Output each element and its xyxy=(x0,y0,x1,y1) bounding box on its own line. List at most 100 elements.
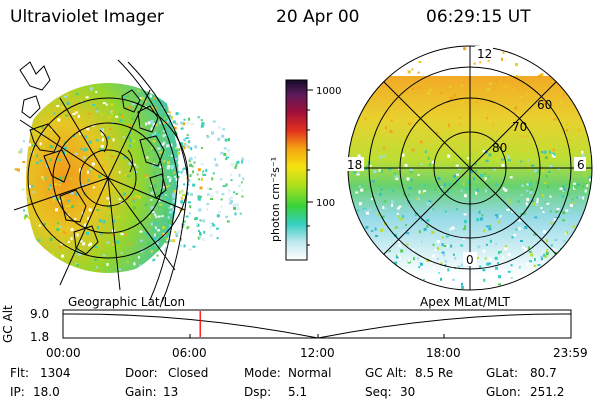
speckle-pixel xyxy=(84,147,88,151)
speckle-pixel xyxy=(587,168,590,170)
speckle-pixel xyxy=(177,218,181,221)
speckle-pixel xyxy=(441,251,445,254)
speckle-pixel xyxy=(452,253,455,256)
speckle-pixel xyxy=(431,254,435,258)
speckle-pixel xyxy=(172,192,176,196)
speckle-pixel xyxy=(211,131,214,135)
speckle-pixel xyxy=(156,133,160,137)
speckle-pixel xyxy=(395,256,399,259)
speckle-pixel xyxy=(239,209,242,213)
speckle-pixel xyxy=(368,208,372,211)
speckle-pixel xyxy=(200,189,203,192)
speckle-pixel xyxy=(180,196,183,200)
speckle-pixel xyxy=(432,266,436,270)
speckle-pixel xyxy=(165,247,167,251)
speckle-pixel xyxy=(403,229,406,232)
speckle-pixel xyxy=(74,217,77,220)
speckle-pixel xyxy=(379,110,382,113)
speckle-pixel xyxy=(212,120,216,123)
speckle-pixel xyxy=(165,241,169,244)
speckle-pixel xyxy=(458,116,462,120)
speckle-pixel xyxy=(171,164,175,168)
seq-label: Seq: xyxy=(365,385,392,399)
speckle-pixel xyxy=(172,210,175,214)
speckle-pixel xyxy=(67,241,70,243)
speckle-pixel xyxy=(217,126,221,129)
speckle-pixel xyxy=(153,170,156,174)
speckle-pixel xyxy=(46,164,49,168)
speckle-pixel xyxy=(196,172,199,176)
speckle-pixel xyxy=(509,96,512,100)
speckle-pixel xyxy=(57,222,60,225)
speckle-pixel xyxy=(116,240,120,244)
speckle-pixel xyxy=(446,191,449,194)
speckle-pixel xyxy=(155,124,159,127)
speckle-pixel xyxy=(242,181,245,184)
speckle-pixel xyxy=(202,198,205,201)
speckle-pixel xyxy=(238,173,241,177)
speckle-pixel xyxy=(134,163,137,166)
speckle-pixel xyxy=(155,242,159,246)
speckle-pixel xyxy=(154,131,157,135)
speckle-pixel xyxy=(168,219,171,222)
speckle-pixel xyxy=(212,224,216,227)
speckle-pixel xyxy=(160,215,164,218)
speckle-pixel xyxy=(70,177,73,180)
speckle-pixel xyxy=(191,123,194,126)
speckle-pixel xyxy=(379,193,382,196)
speckle-pixel xyxy=(462,228,466,231)
speckle-pixel xyxy=(456,208,458,211)
speckle-pixel xyxy=(191,165,194,168)
speckle-pixel xyxy=(210,198,213,200)
speckle-pixel xyxy=(410,179,413,182)
speckle-pixel xyxy=(404,163,408,167)
speckle-pixel xyxy=(155,175,159,179)
speckle-pixel xyxy=(379,155,383,159)
speckle-pixel xyxy=(23,216,26,220)
speckle-pixel xyxy=(453,93,456,97)
speckle-pixel xyxy=(487,58,490,62)
speckle-pixel xyxy=(182,145,184,148)
speckle-pixel xyxy=(562,219,565,222)
xtick-0600: 06:00 xyxy=(172,346,207,360)
speckle-pixel xyxy=(156,114,159,118)
speckle-pixel xyxy=(37,239,41,242)
speckle-pixel xyxy=(486,88,490,91)
speckle-pixel xyxy=(154,164,158,168)
speckle-pixel xyxy=(431,230,435,234)
speckle-pixel xyxy=(110,110,113,113)
speckle-pixel xyxy=(164,134,168,137)
speckle-pixel xyxy=(241,158,245,161)
speckle-pixel xyxy=(562,239,566,243)
speckle-pixel xyxy=(549,150,551,154)
speckle-pixel xyxy=(189,205,192,209)
speckle-pixel xyxy=(178,190,181,194)
speckle-pixel xyxy=(141,96,145,100)
speckle-pixel xyxy=(443,245,447,247)
speckle-pixel xyxy=(507,198,510,201)
speckle-pixel xyxy=(406,177,410,181)
speckle-pixel xyxy=(581,150,584,154)
speckle-pixel xyxy=(189,218,192,221)
speckle-pixel xyxy=(411,68,414,71)
speckle-pixel xyxy=(189,163,193,167)
speckle-pixel xyxy=(22,140,25,143)
speckle-pixel xyxy=(168,114,171,117)
speckle-pixel xyxy=(182,122,186,126)
speckle-pixel xyxy=(239,212,242,215)
speckle-pixel xyxy=(57,118,61,122)
speckle-pixel xyxy=(185,166,188,170)
speckle-pixel xyxy=(424,150,427,154)
speckle-pixel xyxy=(511,236,514,239)
speckle-pixel xyxy=(571,154,575,157)
speckle-pixel xyxy=(234,212,237,216)
speckle-pixel xyxy=(485,243,488,246)
speckle-pixel xyxy=(474,169,478,173)
speckle-pixel xyxy=(426,202,430,206)
speckle-pixel xyxy=(546,249,549,253)
speckle-pixel xyxy=(222,185,226,188)
speckle-pixel xyxy=(49,145,53,148)
speckle-pixel xyxy=(558,168,561,171)
speckle-pixel xyxy=(89,242,92,246)
speckle-pixel xyxy=(169,143,173,147)
